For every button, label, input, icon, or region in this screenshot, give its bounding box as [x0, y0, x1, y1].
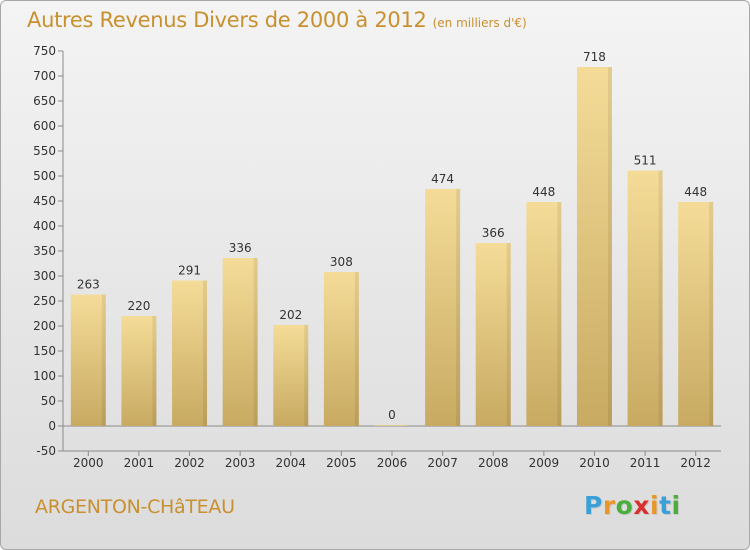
chart-title-text: Autres Revenus Divers de 2000 à 2012	[27, 8, 427, 32]
x-tick-label: 2009	[529, 456, 560, 470]
logo-letter: r	[602, 491, 616, 520]
bar-value-label: 511	[634, 154, 657, 168]
bar-edge-shade	[405, 425, 410, 426]
chart-title: Autres Revenus Divers de 2000 à 2012 (en …	[27, 8, 527, 32]
x-tick-label: 2001	[124, 456, 155, 470]
bar-value-label: 202	[279, 308, 302, 322]
bar-2009	[526, 202, 562, 426]
bar-edge-shade	[506, 243, 511, 426]
x-tick-label: 2006	[377, 456, 408, 470]
bar-2011	[627, 170, 663, 426]
bar-2003	[222, 258, 258, 426]
bar-edge-shade	[658, 170, 663, 426]
x-tick-label: 2011	[630, 456, 661, 470]
y-tick-label: 50	[41, 394, 56, 408]
y-tick-label: 100	[33, 369, 56, 383]
bar-edge-shade	[607, 67, 612, 426]
bar-2006	[374, 425, 410, 426]
bar-2007	[425, 189, 461, 426]
bar-edge-shade	[456, 189, 461, 426]
bar-value-label: 448	[532, 185, 555, 199]
x-tick-label: 2008	[478, 456, 509, 470]
bar-2002	[172, 280, 208, 426]
logo-letter: o	[615, 491, 634, 520]
bar-value-label: 474	[431, 172, 454, 186]
y-tick-label: 700	[33, 69, 56, 83]
bar-edge-shade	[101, 294, 106, 426]
bar-2010	[576, 67, 612, 426]
y-tick-label: 0	[48, 419, 56, 433]
x-tick-label: 2005	[326, 456, 357, 470]
y-tick-label: 150	[33, 344, 56, 358]
y-tick-label: 750	[33, 44, 56, 58]
bar-2012	[678, 202, 714, 426]
bar-2004	[273, 325, 309, 426]
logo-letter: i	[650, 491, 660, 520]
chart-subtitle: (en milliers d'€)	[432, 16, 527, 30]
bar-value-label: 308	[330, 255, 353, 269]
bar-edge-shade	[709, 202, 714, 426]
logo-letter: i	[671, 491, 681, 520]
y-tick-label: 450	[33, 194, 56, 208]
bar-edge-shade	[354, 272, 359, 426]
town-name: ARGENTON-CHâTEAU	[35, 496, 235, 518]
bar-value-label: 366	[482, 226, 505, 240]
logo-letter: P	[584, 491, 603, 520]
y-tick-label: 550	[33, 144, 56, 158]
logo-letter: x	[633, 491, 650, 520]
y-tick-label: 350	[33, 244, 56, 258]
bar-2000	[70, 294, 106, 426]
logo-letter: t	[659, 491, 672, 520]
x-tick-label: 2004	[275, 456, 306, 470]
proxiti-logo[interactable]: Proxiti	[584, 491, 681, 520]
y-tick-label: 500	[33, 169, 56, 183]
x-tick-label: 2000	[73, 456, 104, 470]
x-tick-label: 2007	[427, 456, 458, 470]
bar-2001	[121, 316, 157, 426]
y-tick-label: 200	[33, 319, 56, 333]
y-tick-label: -50	[36, 444, 56, 458]
x-tick-label: 2003	[225, 456, 256, 470]
y-tick-label: 300	[33, 269, 56, 283]
bar-value-label: 263	[77, 278, 100, 292]
x-tick-label: 2010	[579, 456, 610, 470]
bar-edge-shade	[203, 280, 208, 426]
y-tick-label: 600	[33, 119, 56, 133]
x-tick-label: 2002	[174, 456, 205, 470]
bar-value-label: 0	[388, 408, 396, 422]
y-tick-label: 400	[33, 219, 56, 233]
bar-2008	[475, 243, 511, 426]
bar-value-label: 291	[178, 264, 201, 278]
y-tick-label: 250	[33, 294, 56, 308]
bar-value-label: 718	[583, 50, 606, 64]
bar-value-label: 220	[127, 299, 150, 313]
bar-value-label: 448	[684, 185, 707, 199]
bar-edge-shade	[152, 316, 157, 426]
x-tick-label: 2012	[680, 456, 711, 470]
bar-value-label: 336	[229, 241, 252, 255]
bar-2005	[323, 272, 359, 426]
bar-edge-shade	[304, 325, 309, 426]
bar-edge-shade	[557, 202, 562, 426]
bar-edge-shade	[253, 258, 258, 426]
y-tick-label: 650	[33, 94, 56, 108]
